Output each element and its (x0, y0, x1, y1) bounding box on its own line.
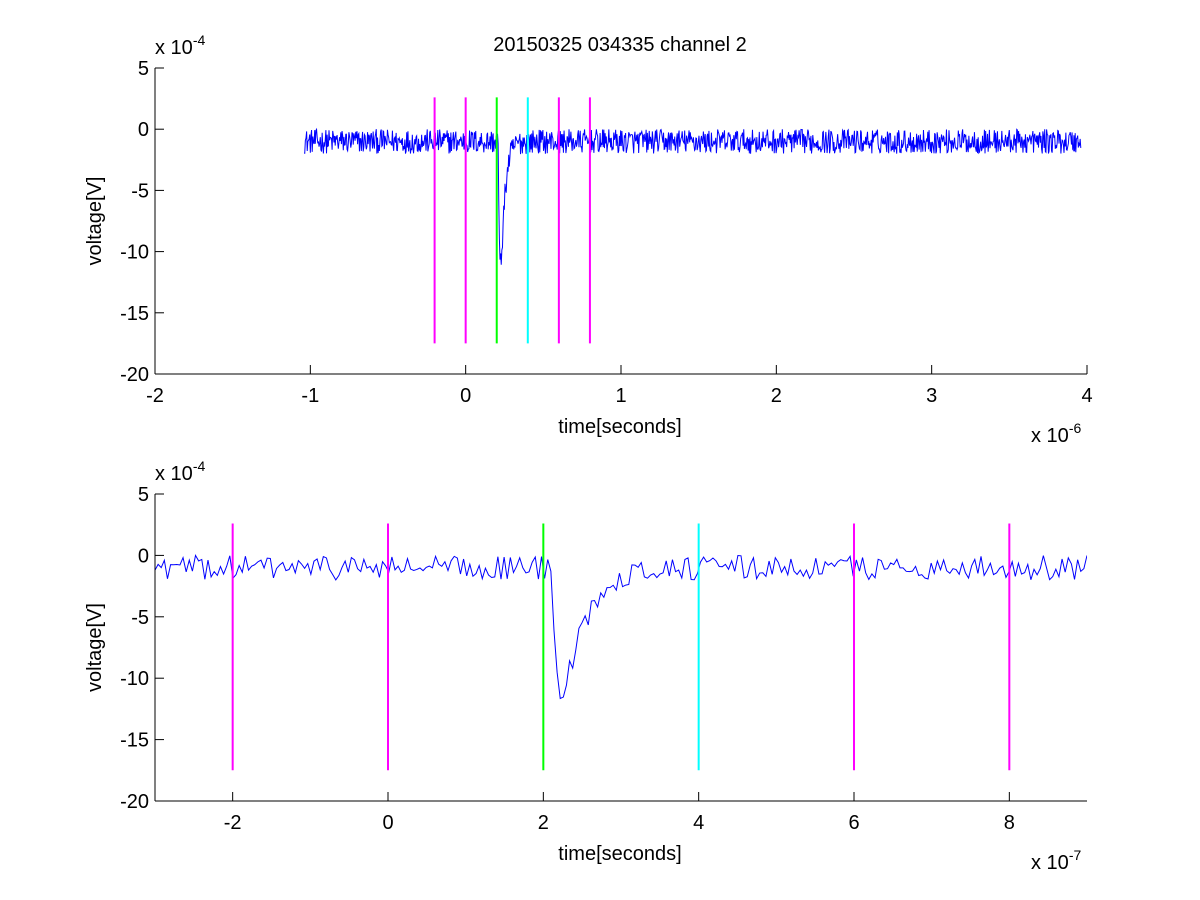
y-tick-label: 0 (138, 545, 149, 567)
y-tick-label: -10 (120, 668, 149, 690)
x-tick-label: 2 (771, 385, 782, 407)
x-exponent-label: x 10-7 (1031, 847, 1081, 874)
x-tick-label: 0 (460, 385, 471, 407)
y-tick-label: -5 (131, 607, 149, 629)
axes-bottom: -2 0 2 4 6 850-5-10-15-20x 10-4x 10-7time[sec… (84, 458, 1087, 874)
x-axis-label: time[seconds] (558, 416, 681, 438)
y-tick-label: 5 (138, 58, 149, 80)
plot-area (155, 68, 1087, 374)
y-axis-label: voltage[V] (84, 177, 106, 266)
x-exponent-label: x 10-6 (1031, 420, 1081, 447)
x-tick-label: 8 (1004, 812, 1015, 834)
x-tick-label: 1 (615, 385, 626, 407)
y-tick-label: -5 (131, 180, 149, 202)
x-tick-label: -1 (301, 385, 319, 407)
voltage-trace-line (304, 127, 1082, 265)
voltage-trace-line (155, 553, 1087, 700)
y-exponent-value: -4 (193, 32, 206, 48)
x-tick-label: 3 (926, 385, 937, 407)
x-tick-label: 2 (538, 812, 549, 834)
y-axis-label: voltage[V] (84, 603, 106, 692)
y-tick-label: -20 (120, 364, 149, 386)
y-exponent-label: x 10-4 (155, 458, 205, 485)
x-exponent-value: -6 (1069, 420, 1082, 436)
y-tick-label: 0 (138, 119, 149, 141)
axes-top: -2 -1 0 1 2 3 450-5-10-15-20x 10-4x 10-6time[s… (84, 32, 1093, 447)
x-exponent-value: -7 (1069, 847, 1082, 863)
y-tick-label: -15 (120, 730, 149, 752)
x-tick-label: 4 (1081, 385, 1092, 407)
x-tick-label: 0 (382, 812, 393, 834)
figure-title: 20150325 034335 channel 2 (493, 34, 747, 56)
y-tick-label: -15 (120, 303, 149, 325)
x-tick-label: -2 (224, 812, 242, 834)
x-axis-label: time[seconds] (558, 843, 681, 865)
x-tick-label: -2 (146, 385, 164, 407)
x-tick-label: 6 (848, 812, 859, 834)
plot-area (155, 494, 1087, 801)
x-tick-label: 4 (693, 812, 704, 834)
y-tick-label: 5 (138, 484, 149, 506)
y-tick-label: -10 (120, 242, 149, 264)
y-tick-label: -20 (120, 791, 149, 813)
y-exponent-value: -4 (193, 458, 206, 474)
y-exponent-label: x 10-4 (155, 32, 205, 59)
